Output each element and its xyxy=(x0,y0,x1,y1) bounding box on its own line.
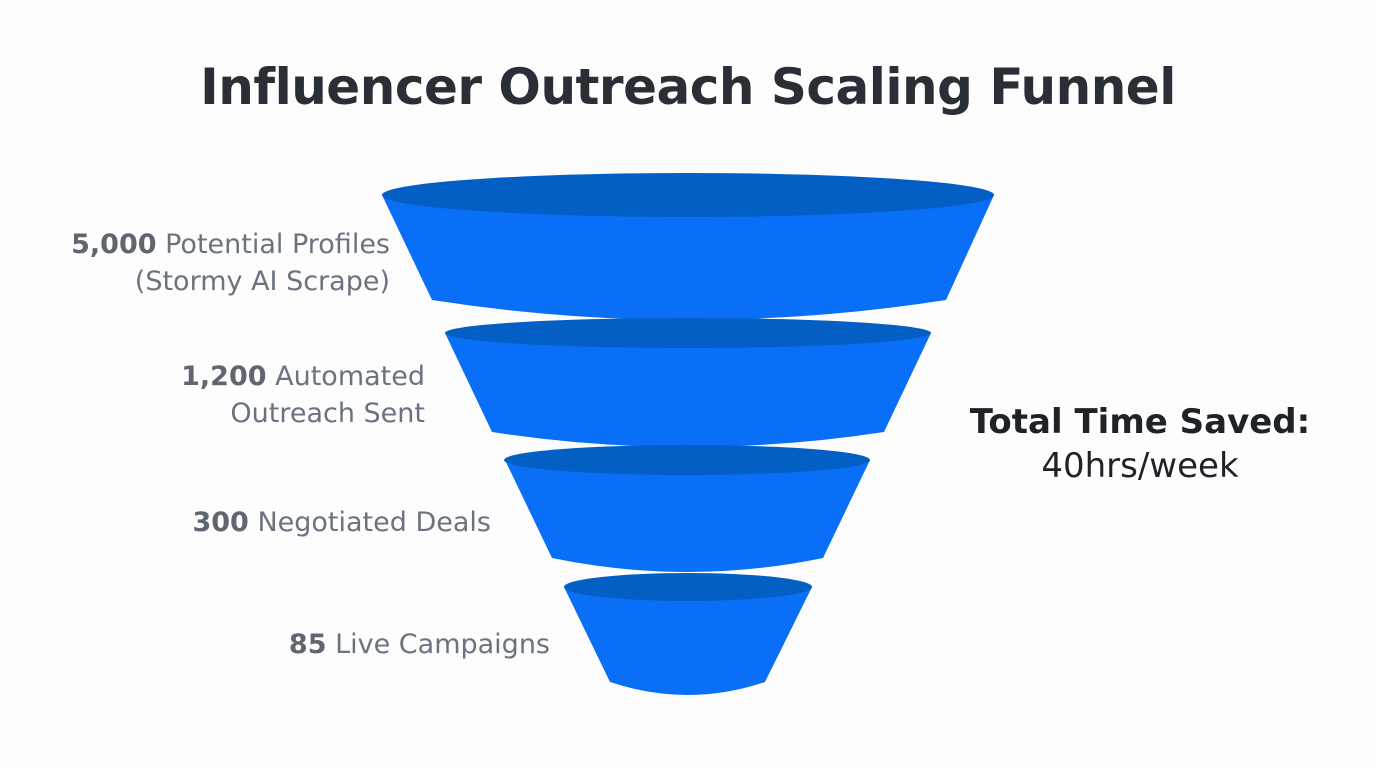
stage-label-2: 1,200 Automated Outreach Sent xyxy=(181,358,425,432)
stage-label-3: 300 Negotiated Deals xyxy=(192,504,491,541)
stage-name: Live Campaigns xyxy=(335,629,550,660)
time-saved-value: 40hrs/week xyxy=(1041,446,1239,486)
time-saved-annotation: Total Time Saved: 40hrs/week xyxy=(960,400,1320,488)
stage-label-1: 5,000 Potential Profiles (Stormy AI Scra… xyxy=(71,226,390,300)
stage-subtitle: Outreach Sent xyxy=(230,398,425,429)
funnel-stage-3 xyxy=(504,445,870,572)
stage-value: 300 xyxy=(192,507,249,538)
funnel-stage-1 xyxy=(382,173,994,320)
stage-subtitle: (Stormy AI Scrape) xyxy=(134,266,390,297)
chart-title: Influencer Outreach Scaling Funnel xyxy=(200,58,1176,116)
stage-label-4: 85 Live Campaigns xyxy=(289,626,550,663)
stage-value: 85 xyxy=(288,629,327,660)
stage-name: Automated xyxy=(275,361,425,392)
funnel-stage-4 xyxy=(564,573,812,695)
stage-value: 1,200 xyxy=(181,361,267,392)
stage-name: Negotiated Deals xyxy=(257,507,491,538)
stage-value: 5,000 xyxy=(71,229,157,260)
time-saved-heading: Total Time Saved: xyxy=(969,402,1311,442)
stage-name: Potential Profiles xyxy=(165,229,390,260)
funnel-stage-2 xyxy=(445,318,931,447)
